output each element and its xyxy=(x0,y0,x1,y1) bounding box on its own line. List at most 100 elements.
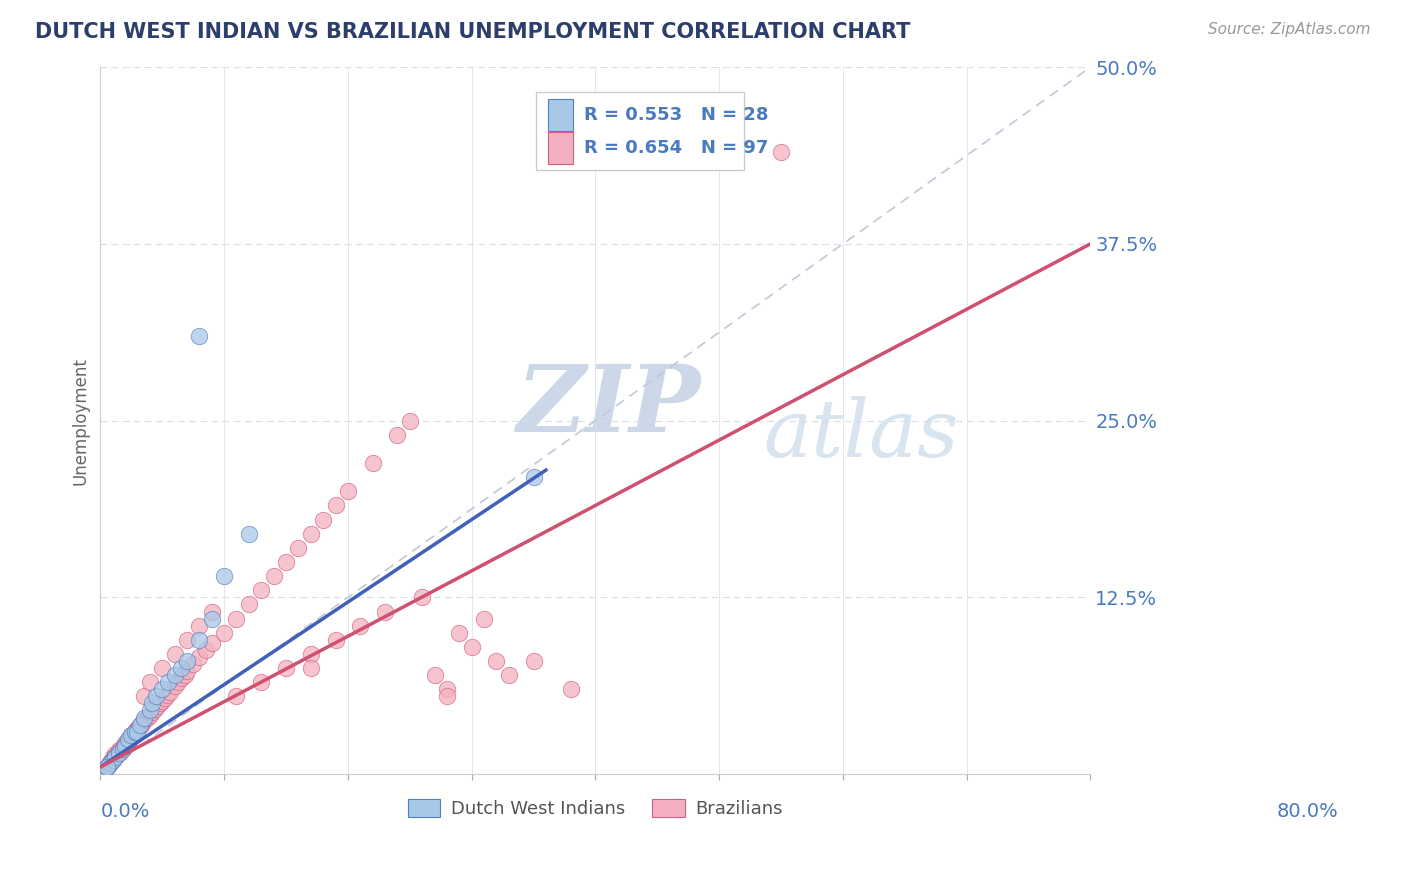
Point xyxy=(167,675,190,690)
Point xyxy=(120,727,142,741)
Point xyxy=(127,724,149,739)
Text: DUTCH WEST INDIAN VS BRAZILIAN UNEMPLOYMENT CORRELATION CHART: DUTCH WEST INDIAN VS BRAZILIAN UNEMPLOYM… xyxy=(35,22,911,42)
Point xyxy=(560,682,582,697)
Point xyxy=(163,647,186,661)
Point xyxy=(170,661,193,675)
Point xyxy=(485,654,508,668)
Point xyxy=(411,591,433,605)
Point xyxy=(139,707,162,722)
Point xyxy=(136,710,159,724)
Point xyxy=(250,675,273,690)
Point xyxy=(498,668,520,682)
Point xyxy=(97,758,120,772)
Point xyxy=(139,704,162,718)
Point xyxy=(150,682,173,697)
Point xyxy=(770,145,793,159)
Point xyxy=(250,583,273,598)
Point xyxy=(472,611,495,625)
Point xyxy=(349,618,371,632)
Point xyxy=(449,625,471,640)
Point xyxy=(274,661,297,675)
Point xyxy=(143,702,166,716)
Point xyxy=(299,647,322,661)
Point xyxy=(212,625,235,640)
Point xyxy=(263,569,285,583)
Point xyxy=(104,747,127,762)
Point xyxy=(105,748,128,763)
Point xyxy=(312,513,335,527)
Point xyxy=(98,756,121,770)
Point xyxy=(153,690,176,705)
Text: 80.0%: 80.0% xyxy=(1277,803,1339,822)
Point xyxy=(114,739,136,753)
Point xyxy=(163,680,186,694)
Point xyxy=(131,716,153,731)
Point xyxy=(114,739,136,753)
Point xyxy=(225,611,247,625)
Point xyxy=(101,750,124,764)
Point xyxy=(201,635,224,649)
Text: Source: ZipAtlas.com: Source: ZipAtlas.com xyxy=(1208,22,1371,37)
Point xyxy=(120,727,142,741)
Point xyxy=(150,661,173,675)
Point xyxy=(125,723,148,738)
Point xyxy=(110,741,132,756)
Point xyxy=(96,760,118,774)
Point xyxy=(134,712,156,726)
Point xyxy=(176,664,198,678)
Point xyxy=(108,746,131,760)
Point xyxy=(188,328,211,343)
Point xyxy=(522,470,544,484)
Point xyxy=(188,649,211,664)
Point xyxy=(117,734,139,748)
Text: atlas: atlas xyxy=(763,396,959,474)
Point xyxy=(132,690,155,704)
Point xyxy=(163,668,186,682)
Point xyxy=(176,632,198,647)
Point xyxy=(201,611,224,625)
Point xyxy=(436,682,458,697)
Point xyxy=(139,675,162,690)
Point xyxy=(111,741,134,756)
Point xyxy=(150,693,173,707)
Point xyxy=(129,717,152,731)
Point xyxy=(141,697,163,711)
Point xyxy=(118,731,141,746)
Point xyxy=(361,456,384,470)
Point xyxy=(212,569,235,583)
Point xyxy=(108,746,131,760)
Point xyxy=(287,541,309,555)
Text: ZIP: ZIP xyxy=(516,361,700,451)
Point xyxy=(100,755,122,769)
Point xyxy=(398,414,420,428)
Point xyxy=(325,499,347,513)
Point xyxy=(460,640,482,654)
Text: 0.0%: 0.0% xyxy=(100,803,149,822)
Point xyxy=(98,756,121,770)
Point xyxy=(115,738,138,752)
Point xyxy=(118,733,141,747)
Point xyxy=(124,724,146,739)
Point xyxy=(145,690,167,704)
Point xyxy=(108,744,131,758)
Point xyxy=(156,688,179,702)
Point xyxy=(299,526,322,541)
Point xyxy=(225,690,247,704)
Point xyxy=(114,736,136,750)
Point xyxy=(128,721,150,735)
FancyBboxPatch shape xyxy=(548,132,572,164)
Point xyxy=(374,605,396,619)
Point xyxy=(98,757,121,772)
Point xyxy=(93,763,115,777)
Point xyxy=(101,753,124,767)
Point xyxy=(127,722,149,736)
Point xyxy=(120,731,142,745)
Point xyxy=(238,526,260,541)
Point xyxy=(146,699,169,714)
Point xyxy=(101,753,124,767)
Point xyxy=(96,760,118,774)
Point xyxy=(188,618,211,632)
Point xyxy=(111,741,134,756)
Point xyxy=(423,668,446,682)
Point xyxy=(274,555,297,569)
